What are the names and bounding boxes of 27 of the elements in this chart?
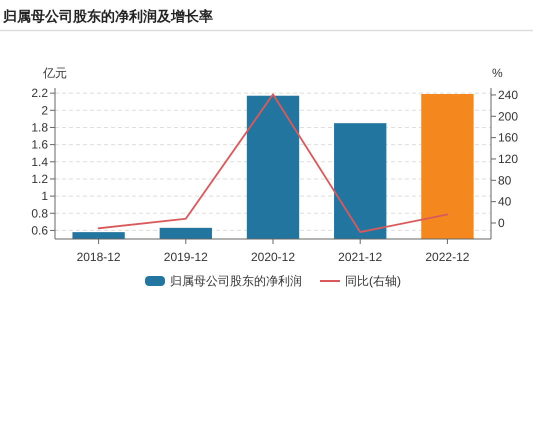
- legend-label: 同比(右轴): [345, 274, 401, 288]
- chart-title: 归属母公司股东的净利润及增长率: [2, 8, 213, 24]
- y-tick-label: 0.6: [31, 223, 48, 238]
- y2-tick-label: 120: [498, 152, 518, 166]
- y-tick-label: 1.8: [31, 120, 48, 134]
- y-tick-label: 1.2: [31, 172, 48, 186]
- y-tick-label: 1.6: [31, 138, 48, 152]
- line-series: [98, 94, 448, 233]
- y-tick-label: 2.2: [31, 86, 48, 100]
- legend-label: 归属母公司股东的净利润: [170, 274, 302, 288]
- y2-tick-label: 80: [498, 173, 512, 188]
- y-tick-label: 1: [41, 189, 48, 204]
- y2-tick-label: 240: [498, 88, 518, 102]
- y2-axis-title: %: [492, 66, 503, 80]
- y2-tick-label: 40: [498, 194, 512, 209]
- x-tick-label: 2022-12: [425, 250, 470, 264]
- x-tick-label: 2019-12: [164, 250, 208, 264]
- y-axis-title: 亿元: [42, 66, 67, 80]
- y-tick-label: 1.4: [31, 154, 48, 169]
- y2-tick-label: 0: [498, 216, 505, 230]
- y-tick-label: 0.8: [31, 206, 48, 220]
- y-tick-label: 2: [41, 103, 48, 118]
- x-tick-label: 2018-12: [76, 250, 121, 264]
- y2-tick-label: 160: [498, 130, 518, 145]
- x-tick-label: 2020-12: [250, 250, 296, 264]
- x-tick-label: 2021-12: [338, 250, 383, 264]
- y2-tick-label: 200: [498, 109, 518, 124]
